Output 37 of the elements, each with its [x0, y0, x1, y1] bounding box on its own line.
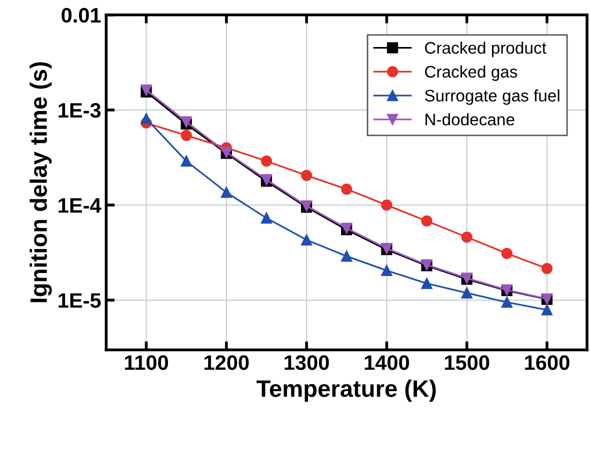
y-tick-label: 0.01: [62, 8, 101, 23]
point: [220, 186, 232, 198]
point: [301, 170, 312, 181]
point: [421, 215, 432, 227]
point: [461, 232, 472, 243]
point: [501, 248, 512, 259]
x-tick-label: 1600: [525, 355, 570, 370]
point: [260, 212, 272, 224]
point: [541, 262, 553, 274]
point: [180, 116, 192, 128]
point: [341, 184, 352, 195]
point: [461, 287, 472, 299]
y-tick-label: 1E-3: [58, 102, 101, 118]
point: [381, 264, 392, 276]
legend-label: Surrogate gas fuel: [424, 89, 560, 105]
x-tick-label: 1200: [204, 355, 249, 370]
point: [541, 304, 553, 316]
x-tick-label: 1400: [364, 355, 410, 370]
legend-label: N-dodecane: [426, 113, 514, 126]
x-tick-label: 1100: [124, 355, 168, 370]
legend-label: Cracked gas: [425, 65, 518, 81]
point: [421, 278, 432, 289]
point: [301, 234, 312, 246]
point: [501, 296, 512, 308]
point: [140, 113, 152, 124]
point: [381, 200, 392, 211]
x-tick-label: 1300: [284, 355, 329, 370]
x-axis-title: Temperature (K): [256, 380, 436, 402]
point: [180, 156, 192, 167]
point: [341, 250, 352, 262]
legend-label: Cracked product: [425, 42, 546, 58]
point: [260, 156, 272, 167]
y-tick-label: 1E-5: [58, 293, 101, 308]
x-tick-label: 1500: [444, 355, 490, 370]
y-axis-title: Ignition delay time (s): [30, 62, 52, 302]
y-tick-label: 1E-4: [58, 198, 102, 213]
point: [180, 130, 192, 141]
